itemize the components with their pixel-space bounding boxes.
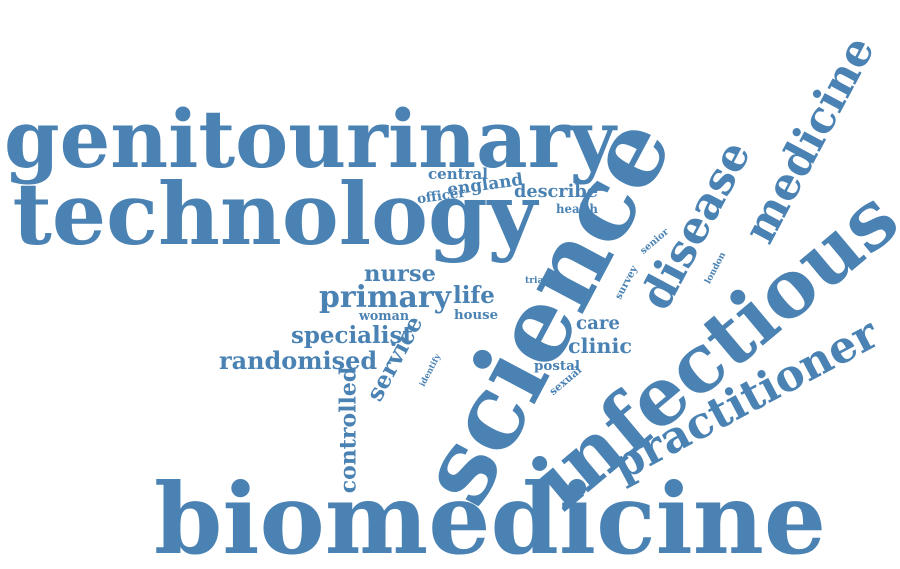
word-trial: trial [525,274,547,286]
word-genitourinary: genitourinary [4,92,616,186]
word-technology: technology [12,164,538,265]
word-care: care [576,313,620,334]
word-clinic: clinic [568,332,633,358]
word-describe: describe [514,181,598,202]
word-health: health [556,202,598,216]
word-life: life [453,281,495,309]
word-central: central [428,164,488,183]
word-nurse: nurse [364,260,436,287]
word-controlled: controlled [334,366,361,494]
word-biomedicine: biomedicine [154,462,827,569]
word-specialist: specialist [291,321,413,349]
word-primary: primary [319,280,451,315]
word-house: house [454,307,498,323]
word-woman: woman [359,307,410,323]
word-randomised: randomised [219,347,378,375]
word-postal: postal [534,357,580,374]
